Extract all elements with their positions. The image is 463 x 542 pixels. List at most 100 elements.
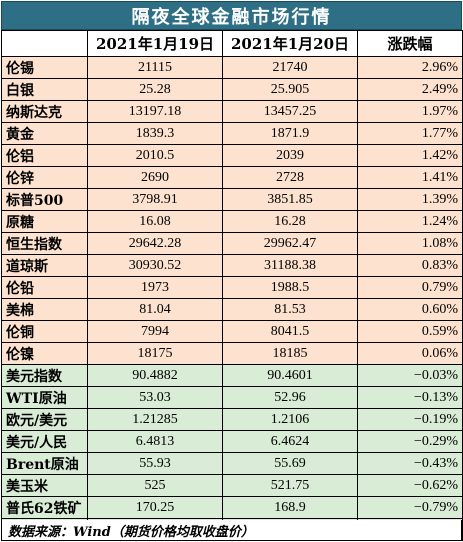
table-title: 隔夜全球金融市场行情 [1,1,462,30]
row-value-date-1: 1973 [87,276,223,299]
row-value-date-2: 8041.5 [222,320,358,343]
row-value-date-1: 1839.3 [87,122,223,145]
table-row: 伦锌 2690 2728 1.41% [1,166,463,189]
row-value-date-1: 30930.52 [87,254,223,277]
table-row: 美棉 81.04 81.53 0.60% [1,298,463,321]
row-name: 普氏62铁矿 [1,496,88,519]
row-value-date-2: 2039 [222,144,358,167]
table-row: 美元/人民 6.4813 6.4624 −0.29% [1,430,463,453]
row-value-date-2: 81.53 [222,298,358,321]
row-name: 美玉米 [1,474,88,497]
row-value-date-1: 29642.28 [87,232,223,255]
row-change: −0.19% [357,408,463,431]
table-row: 黄金 1839.3 1871.9 1.77% [1,122,463,145]
row-change: −0.29% [357,430,463,453]
table-row: 白银 25.28 25.905 2.49% [1,78,463,101]
row-value-date-1: 25.28 [87,78,223,101]
row-name: 伦镍 [1,342,88,365]
row-value-date-2: 1871.9 [222,122,358,145]
row-name: 伦铝 [1,144,88,167]
row-value-date-2: 52.96 [222,386,358,409]
row-change: 1.24% [357,210,463,233]
row-change: 0.79% [357,276,463,299]
row-change: 0.59% [357,320,463,343]
row-change: 1.77% [357,122,463,145]
table-row: 伦铝 2010.5 2039 1.42% [1,144,463,167]
row-name: 伦锡 [1,56,88,79]
row-change: 0.60% [357,298,463,321]
row-value-date-1: 2690 [87,166,223,189]
row-value-date-2: 18185 [222,342,358,365]
row-value-date-2: 6.4624 [222,430,358,453]
row-value-date-1: 90.4882 [87,364,223,387]
row-name: Brent原油 [1,452,88,475]
row-value-date-1: 1.21285 [87,408,223,431]
table-row: 美玉米 525 521.75 −0.62% [1,474,463,497]
row-value-date-2: 31188.38 [222,254,358,277]
row-value-date-1: 55.93 [87,452,223,475]
row-change: 1.08% [357,232,463,255]
row-change: 0.06% [357,342,463,365]
row-value-date-2: 21740 [222,56,358,79]
table-row: Brent原油 55.93 55.69 −0.43% [1,452,463,475]
table-row: 纳斯达克 13197.18 13457.25 1.97% [1,100,463,123]
row-name: 美棉 [1,298,88,321]
row-change: −0.43% [357,452,463,475]
row-name: 黄金 [1,122,88,145]
row-change: −0.03% [357,364,463,387]
table-body: 伦锡 21115 21740 2.96% 白银 25.28 25.905 2.49% 纳斯达克 1… [1,56,463,541]
table-row: 伦镍 18175 18185 0.06% [1,342,463,365]
row-value-date-2: 2728 [222,166,358,189]
row-value-date-1: 3798.91 [87,188,223,211]
row-value-date-2: 521.75 [222,474,358,497]
row-value-date-1: 13197.18 [87,100,223,123]
header-date-2: 2021年1月20日 [222,30,358,57]
row-value-date-2: 1.2106 [222,408,358,431]
row-value-date-2: 13457.25 [222,100,358,123]
row-name: 纳斯达克 [1,100,88,123]
row-value-date-2: 168.9 [222,496,358,519]
row-value-date-1: 7994 [87,320,223,343]
row-value-date-2: 16.28 [222,210,358,233]
table-row: 恒生指数 29642.28 29962.47 1.08% [1,232,463,255]
row-value-date-2: 3851.85 [222,188,358,211]
header-name [1,30,88,57]
table-row: 道琼斯 30930.52 31188.38 0.83% [1,254,463,277]
row-value-date-1: 53.03 [87,386,223,409]
row-value-date-1: 2010.5 [87,144,223,167]
row-value-date-2: 29962.47 [222,232,358,255]
row-name: 标普500 [1,188,88,211]
row-name: 欧元/美元 [1,408,88,431]
source-note: 数据来源：Wind（期货价格均取收盘价） [1,520,462,541]
row-value-date-1: 16.08 [87,210,223,233]
table-row: 美元指数 90.4882 90.4601 −0.03% [1,364,463,387]
row-change: 2.96% [357,56,463,79]
row-name: 美元指数 [1,364,88,387]
row-name: WTI原油 [1,386,88,409]
row-name: 道琼斯 [1,254,88,277]
row-value-date-1: 6.4813 [87,430,223,453]
row-value-date-1: 525 [87,474,223,497]
row-name: 恒生指数 [1,232,88,255]
row-change: 1.97% [357,100,463,123]
row-name: 伦锌 [1,166,88,189]
row-change: 1.39% [357,188,463,211]
row-value-date-2: 55.69 [222,452,358,475]
table-row: 原糖 16.08 16.28 1.24% [1,210,463,233]
table-row: 欧元/美元 1.21285 1.2106 −0.19% [1,408,463,431]
header-change: 涨跌幅 [357,30,463,57]
row-value-date-1: 21115 [87,56,223,79]
header-date-1: 2021年1月19日 [87,30,223,57]
row-value-date-2: 90.4601 [222,364,358,387]
row-change: −0.79% [357,496,463,519]
row-name: 白银 [1,78,88,101]
table-row: 标普500 3798.91 3851.85 1.39% [1,188,463,211]
table-row: WTI原油 53.03 52.96 −0.13% [1,386,463,409]
table-row: 伦铜 7994 8041.5 0.59% [1,320,463,343]
table-header-row: 2021年1月19日 2021年1月20日 涨跌幅 [1,30,463,57]
row-value-date-1: 81.04 [87,298,223,321]
table-row: 伦锡 21115 21740 2.96% [1,56,463,79]
row-value-date-1: 18175 [87,342,223,365]
row-change: −0.13% [357,386,463,409]
